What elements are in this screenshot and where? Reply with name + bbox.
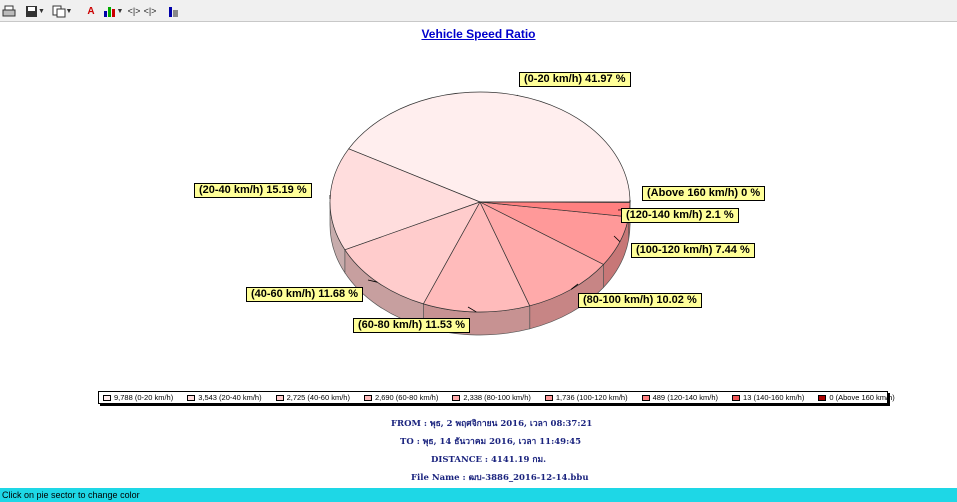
to-text: TO : พุธ, 14 ธันวาคม 2016, เวลา 11:49:45 xyxy=(400,437,582,447)
prev-icon[interactable]: <|> xyxy=(127,6,141,16)
legend-label-1: 3,543 (20-40 km/h) xyxy=(198,393,262,402)
legend-label-6: 489 (120-140 km/h) xyxy=(652,393,719,402)
legend-item-4[interactable]: 2,338 (80-100 km/h) xyxy=(452,393,531,402)
save-icon[interactable]: ▼ xyxy=(24,3,46,19)
pie-slice-1[interactable] xyxy=(329,148,481,251)
legend-swatch-7 xyxy=(732,394,741,401)
legend-swatch-1 xyxy=(187,394,196,401)
legend-swatch-4 xyxy=(452,394,461,401)
print-icon[interactable] xyxy=(2,3,16,19)
pie-slice-0[interactable] xyxy=(348,91,631,203)
legend-item-8[interactable]: 0 (Above 160 km/h) xyxy=(818,393,895,402)
legend-label-5: 1,736 (100-120 km/h) xyxy=(555,393,628,402)
toolbar: ▼ ▼ A ▼ <|> <|> xyxy=(0,0,957,22)
pie-label-2: (40-60 km/h) 11.68 % xyxy=(246,287,364,302)
file-name-text: File Name : ฒบ-3886_2016-12-14.bbu xyxy=(411,473,589,483)
pie-label-3: (60-80 km/h) 11.53 % xyxy=(353,318,471,333)
legend-swatch-5 xyxy=(544,394,553,401)
legend-label-0: 9,788 (0-20 km/h) xyxy=(114,393,174,402)
pie-label-6: (120-140 km/h) 2.1 % xyxy=(621,208,739,223)
legend-label-8: 0 (Above 160 km/h) xyxy=(829,393,895,402)
legend-item-0[interactable]: 9,788 (0-20 km/h) xyxy=(103,393,173,402)
legend-item-2[interactable]: 2,725 (40-60 km/h) xyxy=(275,393,350,402)
distance-text: DISTANCE : 4141.19 กม. xyxy=(431,455,547,465)
chart-area: Vehicle Speed Ratio (0-20 km/h) 41.97 % (… xyxy=(0,22,957,488)
legend-label-2: 2,725 (40-60 km/h) xyxy=(286,393,350,402)
pie-label-1: (20-40 km/h) 15.19 % xyxy=(194,183,312,198)
pie-slice-2[interactable] xyxy=(344,201,481,305)
legend-swatch-2 xyxy=(275,394,284,401)
pie-label-8: (Above 160 km/h) 0 % xyxy=(642,186,766,201)
chart-type-icon[interactable]: ▼ xyxy=(101,3,125,19)
legend-label-4: 2,338 (80-100 km/h) xyxy=(463,393,531,402)
info-icon[interactable] xyxy=(166,3,180,19)
pie-chart[interactable] xyxy=(0,22,957,488)
pie-label-0: (0-20 km/h) 41.97 % xyxy=(519,72,631,87)
pie-leader-4 xyxy=(570,283,579,290)
legend: 9,788 (0-20 km/h) 3,543 (20-40 km/h) 2,725… xyxy=(98,391,895,404)
chart-title: Vehicle Speed Ratio xyxy=(421,27,536,41)
copy-icon[interactable]: ▼ xyxy=(50,3,74,19)
legend-item-5[interactable]: 1,736 (100-120 km/h) xyxy=(544,393,628,402)
legend-item-1[interactable]: 3,543 (20-40 km/h) xyxy=(187,393,262,402)
pie-label-5: (100-120 km/h) 7.44 % xyxy=(631,243,755,258)
pie-leader-2 xyxy=(367,279,378,283)
legend-swatch-0 xyxy=(103,394,111,401)
next-icon[interactable]: <|> xyxy=(143,6,157,16)
pie-leader-5 xyxy=(613,235,621,242)
pie-leader-3 xyxy=(467,306,477,313)
legend-item-7[interactable]: 13 (140-160 km/h) xyxy=(732,393,804,402)
legend-swatch-6 xyxy=(641,394,650,401)
status-bar: Click on pie sector to change color xyxy=(0,488,957,502)
text-format-icon[interactable]: A xyxy=(87,5,95,17)
pie-label-4: (80-100 km/h) 10.02 % xyxy=(578,293,702,308)
from-text: FROM : พุธ, 2 พฤศจิกายน 2016, เวลา 08:37… xyxy=(391,419,593,429)
legend-swatch-3 xyxy=(363,394,372,401)
legend-label-3: 2,690 (60-80 km/h) xyxy=(374,393,439,402)
legend-label-7: 13 (140-160 km/h) xyxy=(743,393,805,402)
legend-item-3[interactable]: 2,690 (60-80 km/h) xyxy=(363,393,439,402)
legend-swatch-8 xyxy=(818,394,827,401)
legend-item-6[interactable]: 489 (120-140 km/h) xyxy=(641,393,719,402)
